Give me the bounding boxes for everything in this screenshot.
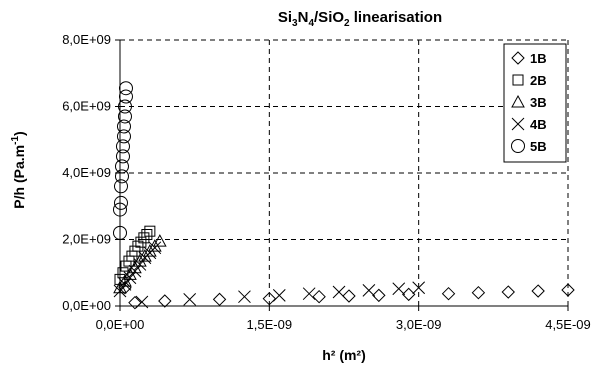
data-point-4B (362, 284, 376, 297)
data-point-4B (238, 290, 251, 304)
data-point-1B (501, 285, 515, 299)
data-points (113, 81, 575, 310)
x-tick-label: 1,5E-09 (247, 317, 293, 332)
data-point-1B (128, 295, 142, 310)
data-point-1B (471, 285, 486, 300)
data-point-2B (132, 240, 144, 252)
data-point-4B (272, 289, 286, 302)
x-tick-label: 0,0E+00 (96, 317, 145, 332)
legend-label-5B: 5B (530, 139, 547, 154)
data-point-4B (118, 278, 132, 291)
grid (120, 39, 569, 306)
y-axis: 0,0E+00 2,0E+09 4,0E+09 6,0E+09 8,0E+09 (62, 32, 120, 313)
data-point-1B (212, 292, 227, 307)
data-point-3B (143, 244, 157, 257)
data-point-4B (113, 284, 127, 298)
data-point-2B (117, 267, 129, 279)
legend-label-2B: 2B (530, 73, 547, 88)
data-point-1B (531, 284, 545, 298)
data-point-5B (116, 129, 131, 144)
y-axis-label: P/h (Pa.m-1) (10, 131, 27, 208)
data-point-5B (117, 99, 132, 114)
data-point-5B (118, 81, 133, 96)
data-point-2B (135, 236, 147, 248)
data-point-5B (113, 225, 127, 240)
data-point-5B (114, 169, 129, 184)
data-point-4B (392, 282, 406, 296)
series-1B (118, 281, 575, 310)
data-point-5B (118, 89, 133, 104)
legend-marker-5B (511, 139, 525, 153)
y-tick-label: 4,0E+09 (62, 165, 111, 180)
data-point-1B (402, 287, 416, 302)
legend-label-3B: 3B (530, 95, 547, 110)
data-point-1B (262, 291, 277, 306)
data-point-5B (115, 149, 130, 164)
data-point-4B (183, 292, 197, 306)
legend-marker-3B (511, 94, 525, 108)
data-point-5B (116, 119, 131, 134)
data-point-1B (342, 289, 356, 303)
legend-label-4B: 4B (530, 117, 547, 132)
data-point-3B (148, 239, 162, 252)
y-tick-label: 6,0E+09 (62, 99, 111, 114)
data-point-3B (152, 234, 167, 247)
data-point-4B (148, 241, 162, 255)
data-point-5B (117, 109, 132, 124)
chart-title: Si3N4/SiO2 linearisation (278, 9, 442, 29)
x-axis-label: h² (m²) (322, 347, 366, 363)
data-point-4B (135, 295, 149, 309)
y-tick-label: 2,0E+09 (62, 232, 111, 247)
data-point-5B (113, 195, 128, 210)
data-point-5B (114, 159, 129, 174)
x-tick-label: 4,5E-09 (545, 317, 591, 332)
data-point-1B (441, 286, 456, 301)
data-point-2B (138, 232, 150, 244)
series-4B (113, 241, 426, 309)
data-point-4B (412, 281, 426, 295)
data-point-3B (113, 280, 127, 294)
data-point-1B (561, 283, 575, 297)
legend-label-1B: 1B (530, 51, 547, 66)
data-point-3B (138, 249, 152, 262)
data-point-4B (302, 287, 316, 301)
series-5B (113, 81, 133, 240)
data-point-4B (133, 258, 147, 271)
legend-marker-1B (511, 51, 525, 65)
data-point-4B (128, 264, 142, 278)
data-point-5B (113, 179, 128, 194)
data-point-1B (312, 289, 326, 304)
legend: 1B 2B 3B 4B 5B (503, 43, 567, 163)
x-axis: 0,0E+00 1,5E-09 3,0E-09 4,5E-09 (96, 306, 591, 332)
data-point-4B (123, 271, 137, 285)
y-tick-label: 0,0E+00 (62, 298, 111, 313)
data-point-2B (141, 229, 153, 241)
data-point-2B (144, 225, 156, 237)
legend-marker-2B (512, 74, 524, 86)
legend-marker-4B (511, 117, 525, 131)
series-2B (114, 225, 156, 285)
data-point-1B (372, 288, 386, 303)
data-point-5B (113, 202, 127, 217)
data-point-4B (332, 285, 346, 299)
data-point-1B (158, 294, 172, 308)
y-tick-label: 8,0E+09 (62, 32, 111, 47)
x-tick-label: 3,0E-09 (396, 317, 442, 332)
data-point-5B (115, 139, 130, 154)
